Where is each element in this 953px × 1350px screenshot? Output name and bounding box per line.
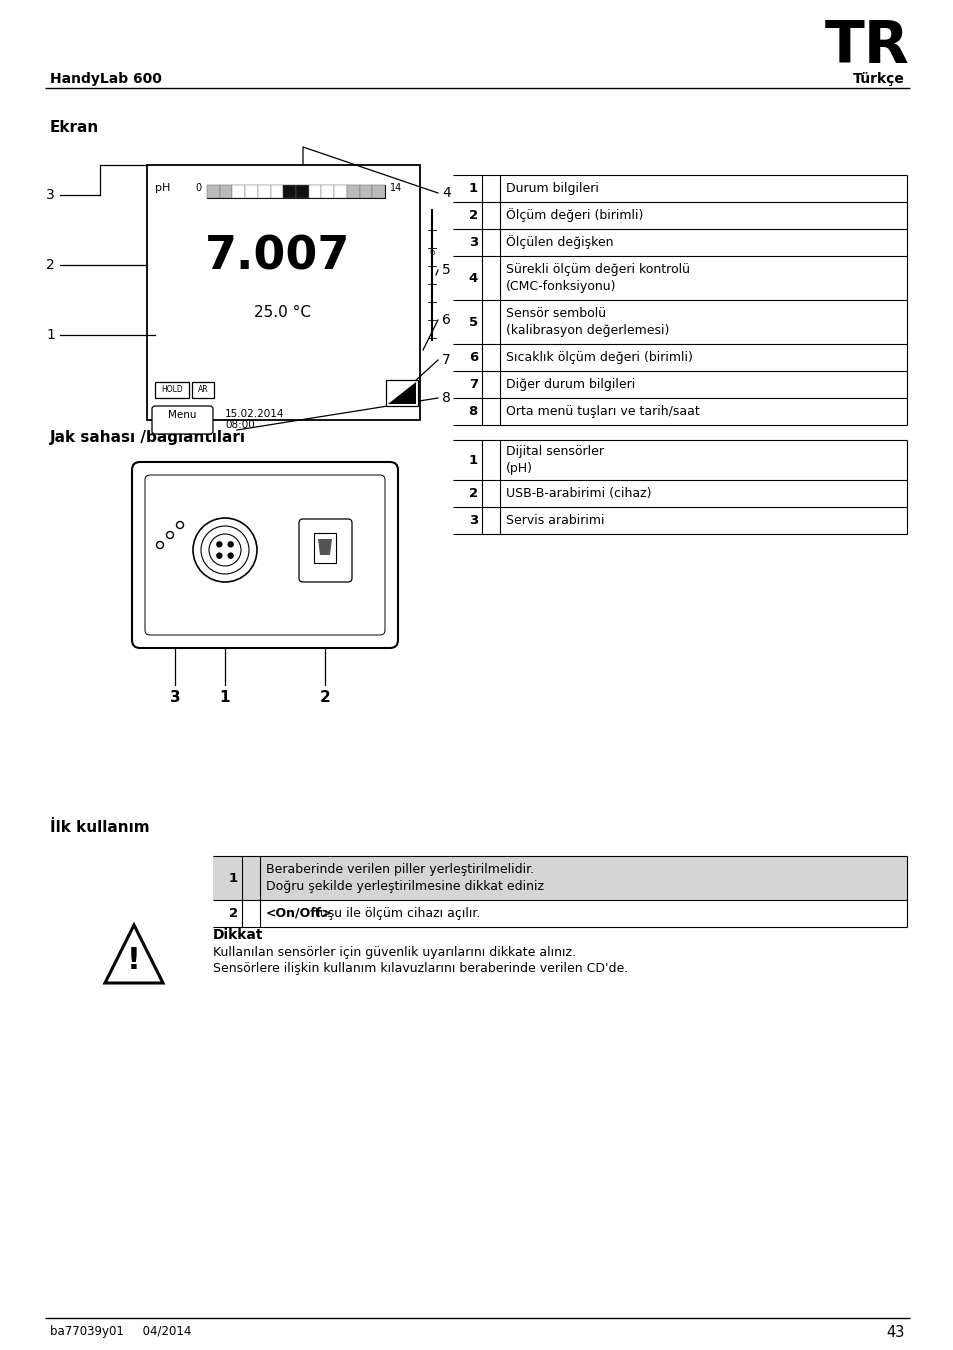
Text: 25.0 °C: 25.0 °C	[254, 305, 312, 320]
Text: 15.02.2014: 15.02.2014	[225, 409, 284, 418]
Text: Diğer durum bilgileri: Diğer durum bilgileri	[505, 378, 635, 392]
Bar	[386, 379, 417, 406]
Text: 8: 8	[441, 392, 451, 405]
Text: Servis arabirimi: Servis arabirimi	[505, 514, 604, 526]
Text: AR: AR	[197, 385, 208, 394]
Circle shape	[228, 541, 233, 547]
Text: 3: 3	[468, 514, 477, 526]
FancyBboxPatch shape	[298, 518, 352, 582]
Text: pH: pH	[154, 184, 171, 193]
Text: 2: 2	[319, 690, 330, 705]
Polygon shape	[388, 382, 416, 404]
Text: 7: 7	[441, 352, 450, 367]
Text: 6: 6	[429, 248, 434, 256]
Text: 3: 3	[46, 188, 55, 202]
FancyBboxPatch shape	[152, 406, 213, 433]
Text: 8: 8	[468, 405, 477, 418]
Text: 2: 2	[46, 258, 55, 271]
Text: Jak sahası /bağlantıları: Jak sahası /bağlantıları	[50, 431, 246, 446]
Bar	[257, 185, 271, 198]
Bar	[271, 185, 283, 198]
Bar	[359, 185, 372, 198]
Bar	[314, 533, 335, 563]
Bar	[233, 185, 245, 198]
Text: Sıcaklık ölçüm değeri (birimli): Sıcaklık ölçüm değeri (birimli)	[505, 351, 692, 364]
Bar	[372, 185, 385, 198]
Text: 4: 4	[468, 271, 477, 285]
Text: 5: 5	[441, 263, 450, 277]
Bar	[334, 185, 347, 198]
Text: 3: 3	[170, 690, 180, 705]
Text: Menu: Menu	[168, 410, 196, 420]
Text: tuşu ile ölçüm cihazı açılır.: tuşu ile ölçüm cihazı açılır.	[311, 907, 479, 919]
Text: 1: 1	[229, 872, 237, 884]
Text: Dijital sensörler
(pH): Dijital sensörler (pH)	[505, 446, 603, 475]
Bar	[283, 185, 295, 198]
Text: 43: 43	[885, 1324, 904, 1341]
Text: USB-B-arabirimi (cihaz): USB-B-arabirimi (cihaz)	[505, 487, 651, 500]
Bar	[347, 185, 359, 198]
Text: Orta menü tuşları ve tarih/saat: Orta menü tuşları ve tarih/saat	[505, 405, 699, 418]
Text: 2: 2	[468, 487, 477, 500]
Text: Sensörlere ilişkin kullanım kılavuzlarını beraberinde verilen CD'de.: Sensörlere ilişkin kullanım kılavuzların…	[213, 963, 628, 975]
Text: 2: 2	[229, 907, 237, 919]
Text: 6: 6	[468, 351, 477, 364]
Text: Sensör sembolü
(kalibrasyon değerlemesi): Sensör sembolü (kalibrasyon değerlemesi)	[505, 308, 669, 336]
Circle shape	[228, 554, 233, 558]
Text: HOLD: HOLD	[161, 385, 183, 394]
Text: 3: 3	[468, 236, 477, 248]
Text: 7.007: 7.007	[205, 235, 351, 279]
Text: HandyLab 600: HandyLab 600	[50, 72, 162, 86]
Text: İlk kullanım: İlk kullanım	[50, 819, 150, 836]
Text: Ekran: Ekran	[50, 120, 99, 135]
Text: 0: 0	[194, 184, 201, 193]
Text: 6: 6	[441, 313, 451, 327]
FancyBboxPatch shape	[132, 462, 397, 648]
Text: Beraberinde verilen piller yerleştirilmelidir.
Doğru şekilde yerleştirilmesine d: Beraberinde verilen piller yerleştirilme…	[266, 863, 543, 892]
Text: <On/Off>: <On/Off>	[266, 907, 333, 919]
Bar	[295, 185, 309, 198]
Polygon shape	[105, 925, 163, 983]
Bar	[192, 382, 213, 398]
Text: Ölçülen değişken: Ölçülen değişken	[505, 235, 613, 250]
Bar	[154, 382, 189, 398]
Text: 7: 7	[468, 378, 477, 392]
Text: 08:00: 08:00	[225, 420, 254, 431]
Text: Türkçe: Türkçe	[852, 72, 904, 86]
Text: 5: 5	[468, 316, 477, 328]
Bar	[309, 185, 321, 198]
Text: 14: 14	[390, 184, 402, 193]
Text: 4: 4	[441, 186, 450, 200]
Text: Durum bilgileri: Durum bilgileri	[505, 182, 598, 194]
Bar	[147, 165, 419, 420]
Text: Dikkat: Dikkat	[213, 927, 263, 942]
Text: 2: 2	[468, 209, 477, 221]
Polygon shape	[317, 539, 332, 555]
Bar	[207, 185, 219, 198]
Circle shape	[216, 541, 222, 547]
Text: 1: 1	[46, 328, 55, 342]
Circle shape	[216, 554, 222, 558]
Text: ba77039y01     04/2014: ba77039y01 04/2014	[50, 1324, 192, 1338]
Bar	[213, 856, 906, 900]
Text: 1: 1	[219, 690, 230, 705]
Bar	[207, 185, 385, 198]
Text: Kullanılan sensörler için güvenlik uyarılarını dikkate alınız.: Kullanılan sensörler için güvenlik uyarı…	[213, 946, 576, 958]
Bar	[321, 185, 334, 198]
Bar	[219, 185, 233, 198]
Text: TR: TR	[824, 18, 909, 76]
Text: 1: 1	[468, 182, 477, 194]
Text: Sürekli ölçüm değeri kontrolü
(CMC-fonksiyonu): Sürekli ölçüm değeri kontrolü (CMC-fonks…	[505, 263, 689, 293]
Text: 1: 1	[468, 454, 477, 467]
Text: !: !	[127, 946, 141, 976]
Text: Ölçüm değeri (birimli): Ölçüm değeri (birimli)	[505, 208, 642, 223]
Bar	[245, 185, 257, 198]
